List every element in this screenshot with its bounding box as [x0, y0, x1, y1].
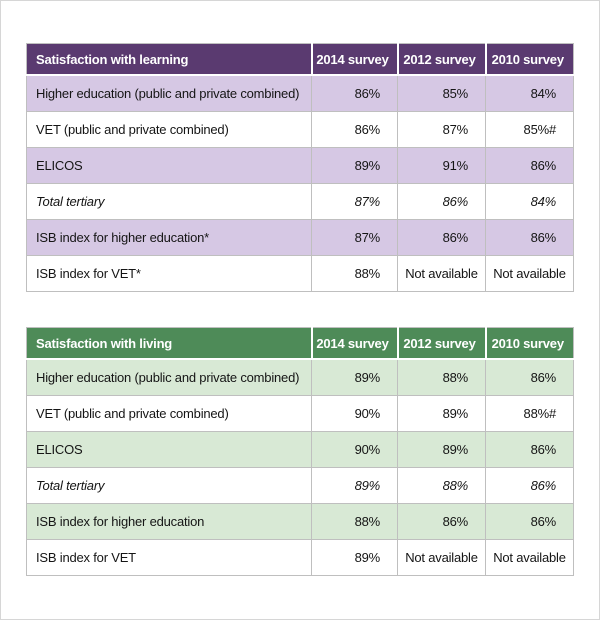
value-cell: 90% [311, 431, 398, 468]
value-cell: 86% [397, 503, 486, 540]
table-title: Satisfaction with living [26, 327, 312, 360]
row-label: Total tertiary [26, 183, 312, 220]
value-cell: 84% [485, 183, 574, 220]
value-cell: 89% [311, 539, 398, 576]
value-cell: 84% [485, 74, 574, 112]
table-row: VET (public and private combined) 90% 89% 8… [26, 395, 574, 432]
row-label: ISB index for VET [26, 539, 312, 576]
row-label: VET (public and private combined) [26, 395, 312, 432]
value-cell: 87% [397, 111, 486, 148]
row-label: ELICOS [26, 431, 312, 468]
value-cell: 89% [311, 147, 398, 184]
value-cell: 86% [485, 219, 574, 256]
value-cell: 89% [397, 431, 486, 468]
value-cell: 86% [311, 74, 398, 112]
column-header: 2010 survey [484, 43, 574, 76]
survey-table: Satisfaction with learning 2014 survey 20… [26, 43, 574, 292]
value-cell: 89% [311, 358, 398, 396]
value-cell: Not available [485, 539, 574, 576]
survey-table: Satisfaction with living 2014 survey 2012… [26, 327, 574, 576]
value-cell: 89% [311, 467, 398, 504]
row-label: VET (public and private combined) [26, 111, 312, 148]
value-cell: Not available [397, 255, 486, 292]
table-row: ISB index for higher education* 87% 86% 86% [26, 219, 574, 256]
column-header: 2012 survey [396, 43, 486, 76]
table-row: Total tertiary 89% 88% 86% [26, 467, 574, 504]
value-cell: 86% [397, 183, 486, 220]
value-cell: 89% [397, 395, 486, 432]
table-row: VET (public and private combined) 86% 87% 8… [26, 111, 574, 148]
row-label: ISB index for higher education [26, 503, 312, 540]
value-cell: 88% [397, 358, 486, 396]
table-body: Higher education (public and private com… [26, 74, 574, 292]
value-cell: 87% [311, 219, 398, 256]
value-cell: 85%# [485, 111, 574, 148]
value-cell: 86% [485, 147, 574, 184]
value-cell: 86% [485, 431, 574, 468]
row-label: ISB index for VET* [26, 255, 312, 292]
value-cell: 86% [485, 503, 574, 540]
value-cell: Not available [485, 255, 574, 292]
value-cell: 86% [311, 111, 398, 148]
table-header-row: Satisfaction with learning 2014 survey 20… [26, 43, 574, 76]
value-cell: 88% [311, 255, 398, 292]
value-cell: 86% [397, 219, 486, 256]
column-header: 2010 survey [484, 327, 574, 360]
row-label: ELICOS [26, 147, 312, 184]
row-label: Total tertiary [26, 467, 312, 504]
value-cell: 88% [397, 467, 486, 504]
value-cell: 90% [311, 395, 398, 432]
row-label: ISB index for higher education* [26, 219, 312, 256]
value-cell: 86% [485, 467, 574, 504]
value-cell: 88% [311, 503, 398, 540]
table-row: ISB index for VET 89% Not available Not ava… [26, 539, 574, 576]
table-body: Higher education (public and private com… [26, 358, 574, 576]
table-title: Satisfaction with learning [26, 43, 312, 76]
column-header: 2014 survey [310, 43, 398, 76]
column-header: 2014 survey [310, 327, 398, 360]
tables-container: Satisfaction with learning 2014 survey 20… [26, 43, 574, 576]
value-cell: 88%# [485, 395, 574, 432]
table-row: Higher education (public and private com… [26, 358, 574, 396]
value-cell: 85% [397, 74, 486, 112]
value-cell: 91% [397, 147, 486, 184]
row-label: Higher education (public and private com… [26, 358, 312, 396]
table-row: ELICOS 90% 89% 86% [26, 431, 574, 468]
value-cell: 87% [311, 183, 398, 220]
value-cell: 86% [485, 358, 574, 396]
column-header: 2012 survey [396, 327, 486, 360]
table-row: ELICOS 89% 91% 86% [26, 147, 574, 184]
table-row: Higher education (public and private com… [26, 74, 574, 112]
table-row: ISB index for VET* 88% Not available Not av… [26, 255, 574, 292]
table-row: Total tertiary 87% 86% 84% [26, 183, 574, 220]
row-label: Higher education (public and private com… [26, 74, 312, 112]
value-cell: Not available [397, 539, 486, 576]
table-header-row: Satisfaction with living 2014 survey 2012… [26, 327, 574, 360]
table-row: ISB index for higher education 88% 86% 86% [26, 503, 574, 540]
